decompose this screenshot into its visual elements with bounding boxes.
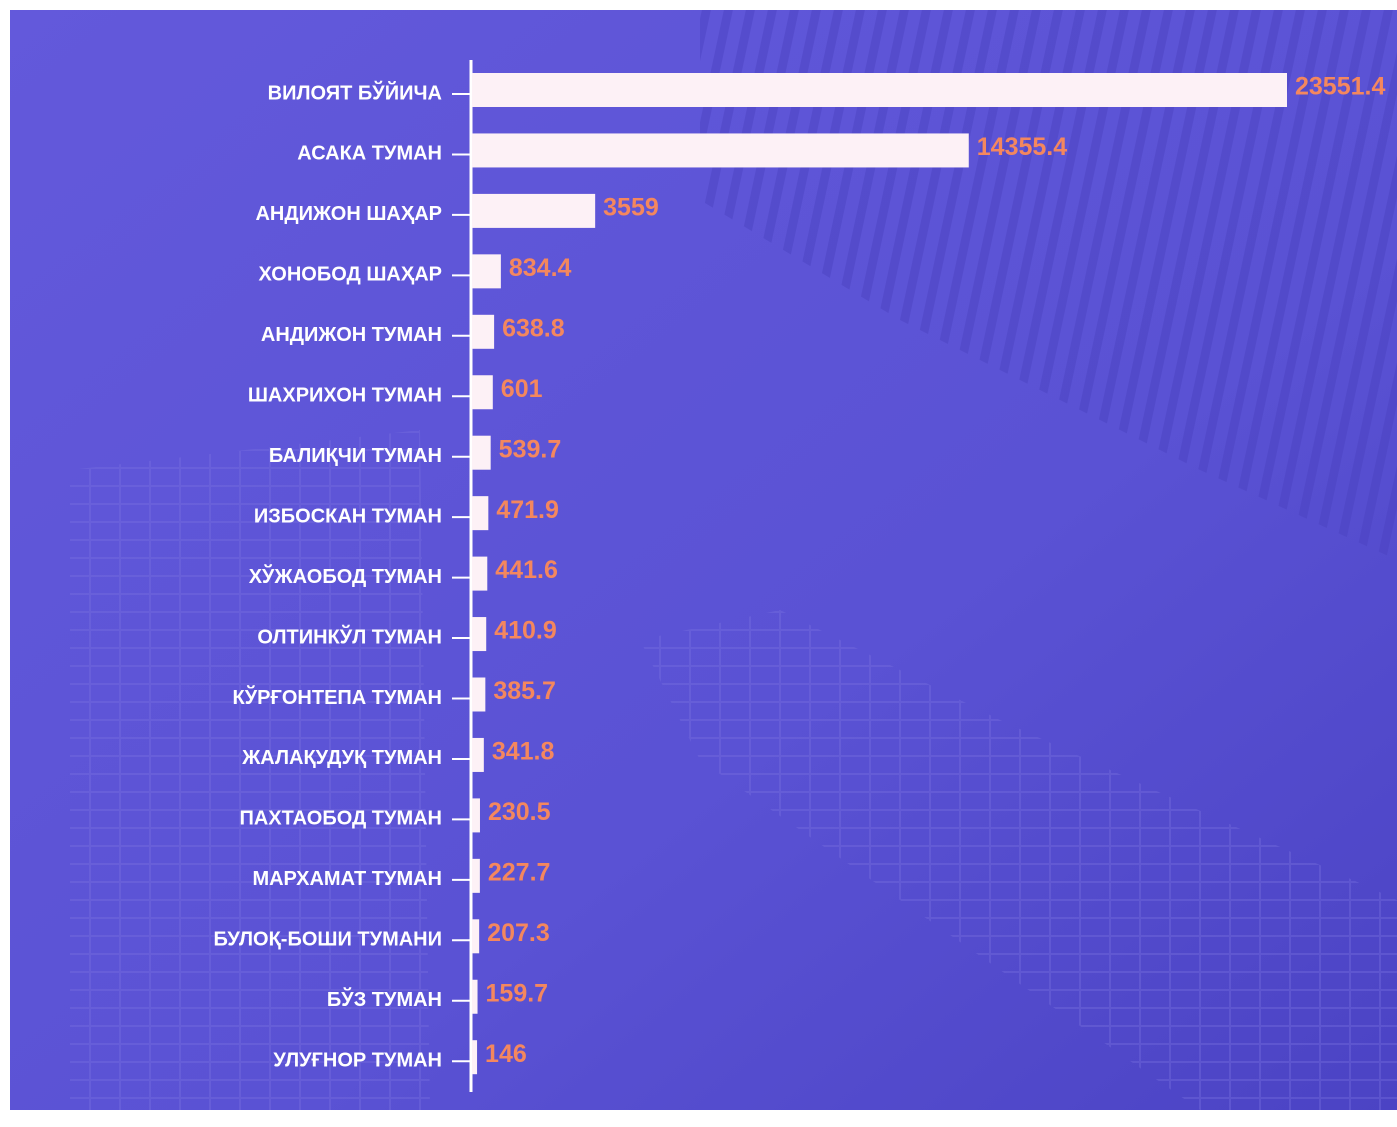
value-label: 23551.4 bbox=[1295, 73, 1385, 101]
bar bbox=[472, 617, 487, 652]
category-label: ХЎЖАОБОД ТУМАН bbox=[249, 564, 442, 588]
bar bbox=[472, 254, 501, 289]
value-label: 441.6 bbox=[495, 556, 558, 584]
value-label: 341.8 bbox=[492, 738, 555, 766]
category-label: ОЛТИНКЎЛ ТУМАН bbox=[257, 624, 442, 648]
bar bbox=[472, 798, 480, 833]
bar bbox=[472, 314, 495, 349]
category-label: ШАХРИХОН ТУМАН bbox=[248, 385, 442, 407]
bar bbox=[472, 1040, 478, 1075]
value-label: 601 bbox=[501, 375, 543, 403]
bar bbox=[472, 919, 480, 954]
bar bbox=[472, 858, 480, 893]
bar bbox=[472, 979, 478, 1014]
value-label: 834.4 bbox=[509, 254, 572, 282]
building-decor bbox=[640, 610, 1397, 1110]
category-label: ХОНОБОД ШАҲАР bbox=[258, 264, 442, 286]
category-label: ПАХТАОБОД ТУМАН bbox=[239, 808, 442, 830]
bar bbox=[472, 556, 488, 591]
value-label: 385.7 bbox=[493, 677, 556, 705]
value-label: 410.9 bbox=[494, 617, 557, 645]
value-label: 146 bbox=[485, 1040, 527, 1068]
building-decor bbox=[70, 430, 430, 1110]
category-label: БУЛОҚ-БОШИ ТУМАНИ bbox=[213, 929, 442, 951]
category-label: АНДИЖОН ТУМАН bbox=[261, 324, 442, 346]
value-label: 207.3 bbox=[487, 919, 550, 947]
value-label: 638.8 bbox=[502, 314, 565, 342]
value-label: 230.5 bbox=[488, 798, 551, 826]
category-label: АСАКА ТУМАН bbox=[297, 143, 442, 165]
category-label: ИЗБОСКАН ТУМАН bbox=[254, 505, 442, 527]
category-label: АНДИЖОН ШАҲАР bbox=[255, 203, 442, 225]
value-label: 227.7 bbox=[488, 858, 551, 886]
bar bbox=[472, 737, 484, 772]
category-label: ВИЛОЯТ БЎЙИЧА bbox=[268, 80, 442, 104]
bar bbox=[472, 193, 596, 228]
category-label: КЎРҒОНТЕПА ТУМАН bbox=[233, 685, 442, 709]
category-label: МАРХАМАТ ТУМАН bbox=[252, 868, 442, 890]
bar bbox=[472, 677, 486, 712]
bar bbox=[472, 375, 493, 410]
value-label: 539.7 bbox=[499, 435, 562, 463]
bar bbox=[472, 73, 1287, 107]
value-label: 159.7 bbox=[486, 979, 549, 1007]
bar bbox=[472, 435, 491, 470]
category-label: БАЛИҚЧИ ТУМАН bbox=[269, 445, 442, 467]
value-label: 3559 bbox=[603, 194, 659, 222]
bar bbox=[472, 133, 969, 168]
value-label: 14355.4 bbox=[977, 133, 1067, 161]
category-label: БЎЗ ТУМАН bbox=[327, 987, 442, 1011]
bar bbox=[472, 496, 489, 531]
category-label: ЖАЛАҚУДУҚ ТУМАН bbox=[241, 747, 442, 769]
value-label: 471.9 bbox=[496, 496, 559, 524]
category-label: УЛУҒНОР ТУМАН bbox=[273, 1049, 442, 1071]
